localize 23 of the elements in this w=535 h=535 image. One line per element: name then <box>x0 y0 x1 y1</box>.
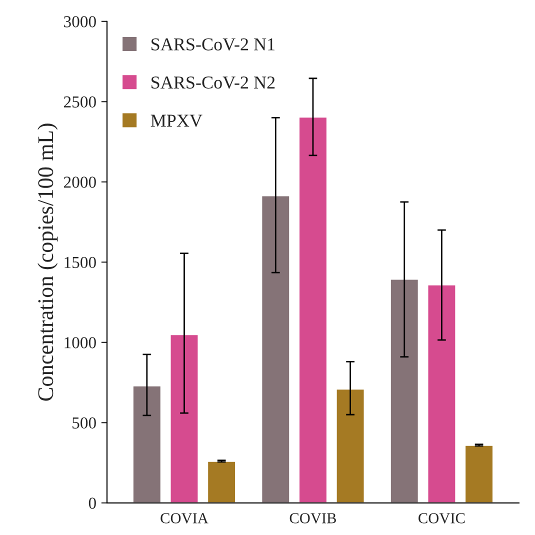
bar <box>206 460 236 503</box>
bar <box>335 388 366 503</box>
y-tick-label: 1000 <box>64 337 96 348</box>
bar <box>169 334 200 503</box>
y-tick-label: 2000 <box>64 176 96 188</box>
bar <box>260 194 290 503</box>
x-tick-label: COVIB <box>290 513 336 524</box>
y-axis-title: Concentration (copies/100 mL) <box>38 124 58 401</box>
x-tick-label: COVIC <box>418 513 465 524</box>
bar <box>132 385 162 503</box>
bar <box>298 116 328 503</box>
legend-label: SARS-CoV-2 N2 <box>152 76 275 89</box>
y-tick-label: 500 <box>72 417 96 429</box>
y-tick-label: 1500 <box>64 256 96 268</box>
legend-label: SARS-CoV-2 N1 <box>152 38 275 51</box>
bar <box>464 444 494 503</box>
y-tick-label: 3000 <box>64 16 96 28</box>
y-tick-label: 0 <box>88 498 96 509</box>
bar <box>426 284 457 503</box>
bar <box>390 278 420 503</box>
legend-label: MPXV <box>150 114 202 127</box>
x-tick-label: COVIA <box>160 513 208 524</box>
y-tick-label: 2500 <box>64 96 96 108</box>
